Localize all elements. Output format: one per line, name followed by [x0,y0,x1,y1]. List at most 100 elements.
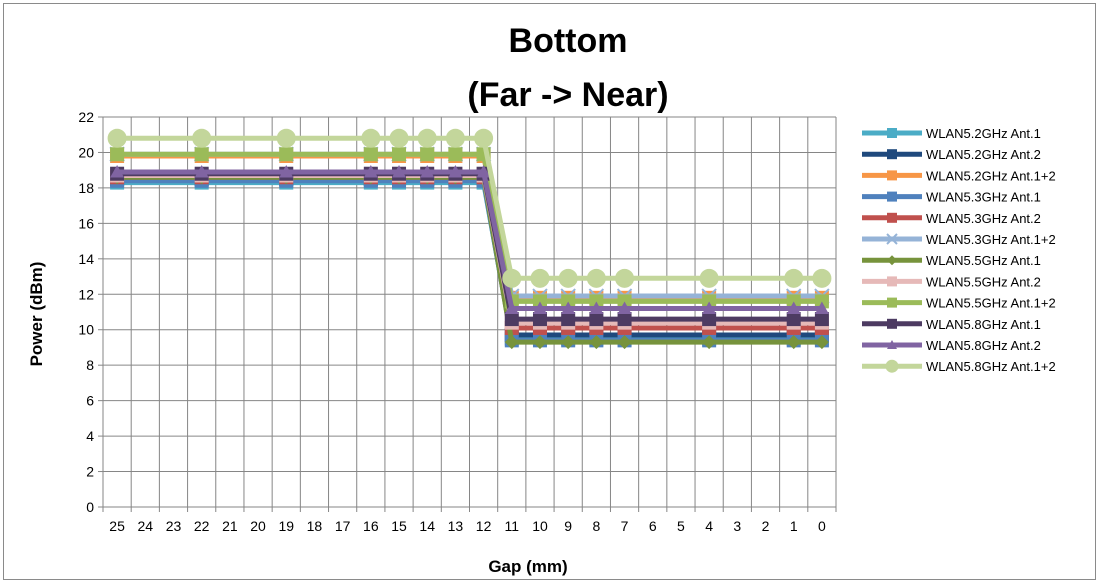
series-lines [107,128,832,350]
data-point [279,147,294,162]
legend-item: WLAN5.8GHz Ant.2 [862,338,1041,353]
y-tick-label: 16 [78,215,94,231]
data-point [532,312,547,327]
data-point [504,335,519,350]
y-tick-label: 10 [78,322,94,338]
data-point [532,335,547,350]
chart-title-line-1: Bottom [509,22,628,60]
x-tick-label: 4 [705,518,713,534]
x-tick-label: 15 [391,518,407,534]
series-wlan5-8ghz-ant-2 [110,164,829,315]
legend-label: WLAN5.2GHz Ant.1 [926,126,1041,141]
data-point [786,301,801,315]
data-point [110,147,125,162]
legend-label: WLAN5.5GHz Ant.1+2 [926,296,1056,311]
data-point [814,294,829,309]
series-line [117,135,822,281]
data-point [887,318,897,329]
x-tick-label: 17 [335,518,351,534]
legend-label: WLAN5.2GHz Ant.2 [926,147,1041,162]
legend-item: WLAN5.8GHz Ant.1+2 [862,359,1056,374]
data-point [107,128,127,148]
data-point [702,335,717,350]
x-axis-title: Gap (mm) [488,557,567,576]
legend-item: WLAN5.2GHz Ant.1 [862,126,1041,141]
data-point [561,312,576,327]
data-point [392,147,407,162]
data-point [786,335,801,350]
data-point [561,335,576,350]
data-point [887,149,897,160]
x-tick-label: 23 [166,518,182,534]
legend-item: WLAN5.8GHz Ant.1 [862,317,1041,332]
y-tick-label: 14 [78,251,94,267]
x-tick-label: 18 [307,518,323,534]
legend-item: WLAN5.2GHz Ant.1+2 [862,168,1056,183]
data-point [276,128,296,148]
data-point [586,268,606,288]
x-tick-label: 19 [278,518,294,534]
data-point [476,164,491,178]
data-point [617,294,632,309]
y-tick-label: 2 [86,464,94,480]
data-point [589,335,604,350]
data-point [887,276,897,287]
data-point-stroke [886,233,898,245]
data-point [589,312,604,327]
legend-label: WLAN5.5GHz Ant.1 [926,253,1041,268]
data-point [615,268,635,288]
data-point [887,297,897,308]
y-tick-label: 0 [86,499,94,515]
data-point [887,170,897,181]
data-point [561,294,576,309]
x-tick-label: 2 [762,518,770,534]
x-tick-label: 24 [137,518,153,534]
data-point [420,164,435,178]
chart-title-line-2: (Far -> Near) [467,76,668,114]
data-point [504,312,519,327]
data-point [589,301,604,315]
data-point [448,164,463,178]
data-point [617,301,632,315]
series-line [117,169,822,311]
x-tick-label: 3 [733,518,741,534]
data-point [699,268,719,288]
data-point [194,164,209,178]
x-tick-label: 21 [222,518,238,534]
x-tick-label: 0 [818,518,826,534]
x-tick-label: 10 [532,518,548,534]
data-point [887,255,897,266]
legend-item: WLAN5.5GHz Ant.2 [862,274,1041,289]
y-tick-label: 4 [86,428,94,444]
y-axis-title: Power (dBm) [27,262,46,367]
legend-item: WLAN5.3GHz Ant.1 [862,190,1041,205]
data-point [420,147,435,162]
x-tick-label: 13 [448,518,464,534]
data-point [814,301,829,315]
data-point [702,301,717,315]
legend-item: WLAN5.2GHz Ant.2 [862,147,1041,162]
series-line [117,151,822,304]
data-point [532,301,547,315]
x-tick-label: 8 [592,518,600,534]
legend: WLAN5.2GHz Ant.1 WLAN5.2GHz Ant.2 WLAN5.2G… [862,126,1056,374]
data-point [417,128,437,148]
legend-label: WLAN5.2GHz Ant.1+2 [926,168,1056,183]
data-point [474,128,494,148]
x-tick-label: 5 [677,518,685,534]
x-tick-label: 25 [109,518,125,534]
data-point [786,294,801,309]
data-point [363,164,378,178]
data-point [814,335,829,350]
x-tick-label: 16 [363,518,379,534]
data-point [194,147,209,162]
y-tick-label: 12 [78,286,94,302]
data-point [389,128,409,148]
data-point [110,164,125,178]
x-tick-label: 7 [621,518,629,534]
data-point [504,301,519,315]
data-point [448,147,463,162]
data-point [589,294,604,309]
data-point [617,335,632,350]
